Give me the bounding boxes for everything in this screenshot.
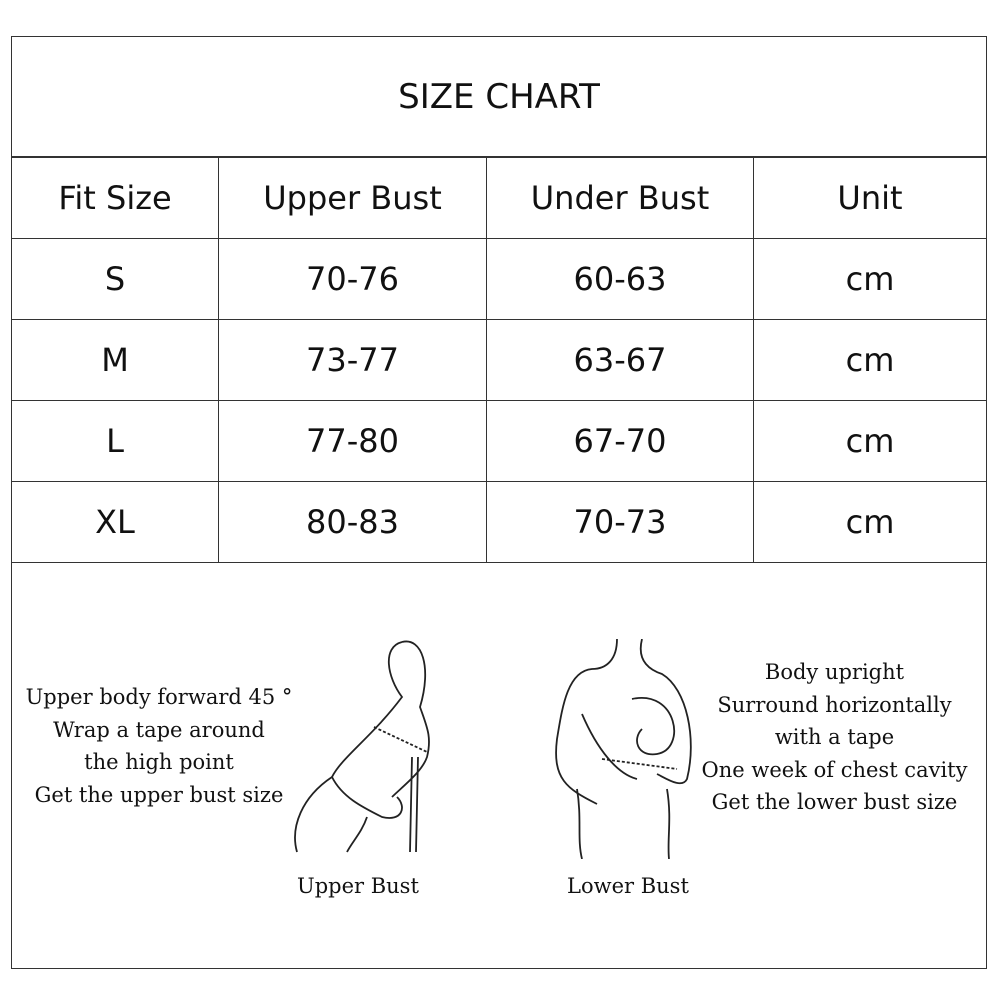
table-cell: M (12, 319, 219, 401)
column-header: Fit Size (12, 157, 219, 239)
upper-bust-caption: Upper Bust (297, 874, 419, 898)
upper-bust-instructions: Upper body forward 45 ° Wrap a tape arou… (14, 681, 304, 811)
instruction-line: Get the upper bust size (34, 782, 284, 807)
size-table: Fit Size Upper Bust Under Bust Unit S 70… (12, 157, 986, 563)
table-header-row: Fit Size Upper Bust Under Bust Unit (12, 157, 986, 239)
table-cell: L (12, 400, 219, 482)
table-row: XL 80-83 70-73 cm (12, 481, 986, 563)
instruction-line: with a tape (774, 725, 895, 749)
table-cell: 73-77 (218, 319, 487, 401)
measurement-guide: Upper body forward 45 ° Wrap a tape arou… (12, 569, 986, 969)
instruction-line: Upper body forward 45 ° (25, 685, 293, 709)
column-header: Upper Bust (218, 157, 487, 239)
table-cell: 63-67 (486, 319, 754, 401)
instruction-line: Wrap a tape around (53, 717, 265, 742)
table-row: S 70-76 60-63 cm (12, 238, 986, 320)
lower-bust-instructions: Body upright Surround horizontally with … (687, 656, 982, 819)
table-cell: S (12, 238, 219, 320)
table-cell: cm (753, 319, 986, 401)
page-title: SIZE CHART (12, 37, 986, 157)
table-cell: 67-70 (486, 400, 754, 482)
table-row: M 73-77 63-67 cm (12, 319, 986, 401)
column-header: Unit (753, 157, 986, 239)
instruction-line: Surround horizontally (717, 692, 952, 717)
table-cell: 70-76 (218, 238, 487, 320)
instruction-line: the high point (84, 750, 234, 774)
lower-bust-illustration (555, 639, 692, 859)
instruction-line: Body upright (764, 660, 905, 684)
table-cell: 70-73 (486, 481, 754, 563)
instruction-line: One week of chest cavity (701, 757, 968, 782)
lower-bust-caption: Lower Bust (567, 874, 689, 898)
table-cell: 77-80 (218, 400, 487, 482)
column-header: Under Bust (486, 157, 754, 239)
table-cell: XL (12, 481, 219, 563)
table-cell: 60-63 (486, 238, 754, 320)
upper-bust-illustration (294, 640, 430, 853)
size-chart: SIZE CHART Fit Size Upper Bust Under Bus… (11, 36, 987, 969)
table-cell: 80-83 (218, 481, 487, 563)
instruction-line: Get the lower bust size (711, 790, 958, 814)
table-cell: cm (753, 400, 986, 482)
table-cell: cm (753, 238, 986, 320)
table-row: L 77-80 67-70 cm (12, 400, 986, 482)
table-cell: cm (753, 481, 986, 563)
